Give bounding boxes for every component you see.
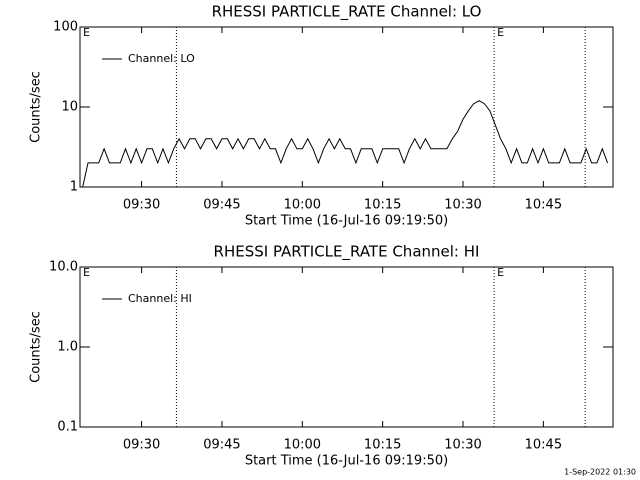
chart-title: RHESSI PARTICLE_RATE Channel: HI [214, 243, 480, 262]
y-tick-label: 100 [53, 20, 78, 35]
x-tick-label: 10:30 [444, 438, 481, 453]
chart-title: RHESSI PARTICLE_RATE Channel: LO [212, 3, 482, 22]
annotation: E [497, 266, 504, 279]
plot-frame [79, 26, 614, 188]
x-tick-label: 10:45 [525, 438, 562, 453]
annotation: E [83, 266, 90, 279]
x-tick-label: 10:30 [444, 198, 481, 213]
y-tick-label: 1.0 [57, 340, 78, 355]
footer: 1-Sep-2022 01:30 [564, 468, 636, 477]
legend-label: Channel: LO [128, 52, 195, 65]
data-line [82, 100, 609, 188]
annotation: E [497, 26, 504, 39]
y-axis-label: Counts/sec [29, 311, 44, 383]
legend-label: Channel: HI [128, 292, 192, 305]
x-axis-label: Start Time (16-Jul-16 09:19:50) [245, 214, 448, 229]
y-tick-label: 0.1 [57, 420, 78, 435]
y-axis-label: Counts/sec [29, 71, 44, 143]
x-tick-label: 10:45 [525, 198, 562, 213]
x-tick-label: 09:30 [123, 198, 160, 213]
y-tick-label: 10.0 [49, 260, 78, 275]
x-tick-label: 10:15 [364, 198, 401, 213]
x-tick-label: 09:45 [203, 438, 240, 453]
plot-frame [79, 266, 614, 428]
annotation: E [83, 26, 90, 39]
x-tick-label: 10:00 [284, 438, 321, 453]
y-tick-label: 10 [61, 100, 78, 115]
y-tick-label: 1 [70, 180, 78, 195]
x-tick-label: 10:15 [364, 438, 401, 453]
x-tick-label: 09:30 [123, 438, 160, 453]
x-tick-label: 10:00 [284, 198, 321, 213]
x-axis-label: Start Time (16-Jul-16 09:19:50) [245, 454, 448, 469]
x-tick-label: 09:45 [203, 198, 240, 213]
